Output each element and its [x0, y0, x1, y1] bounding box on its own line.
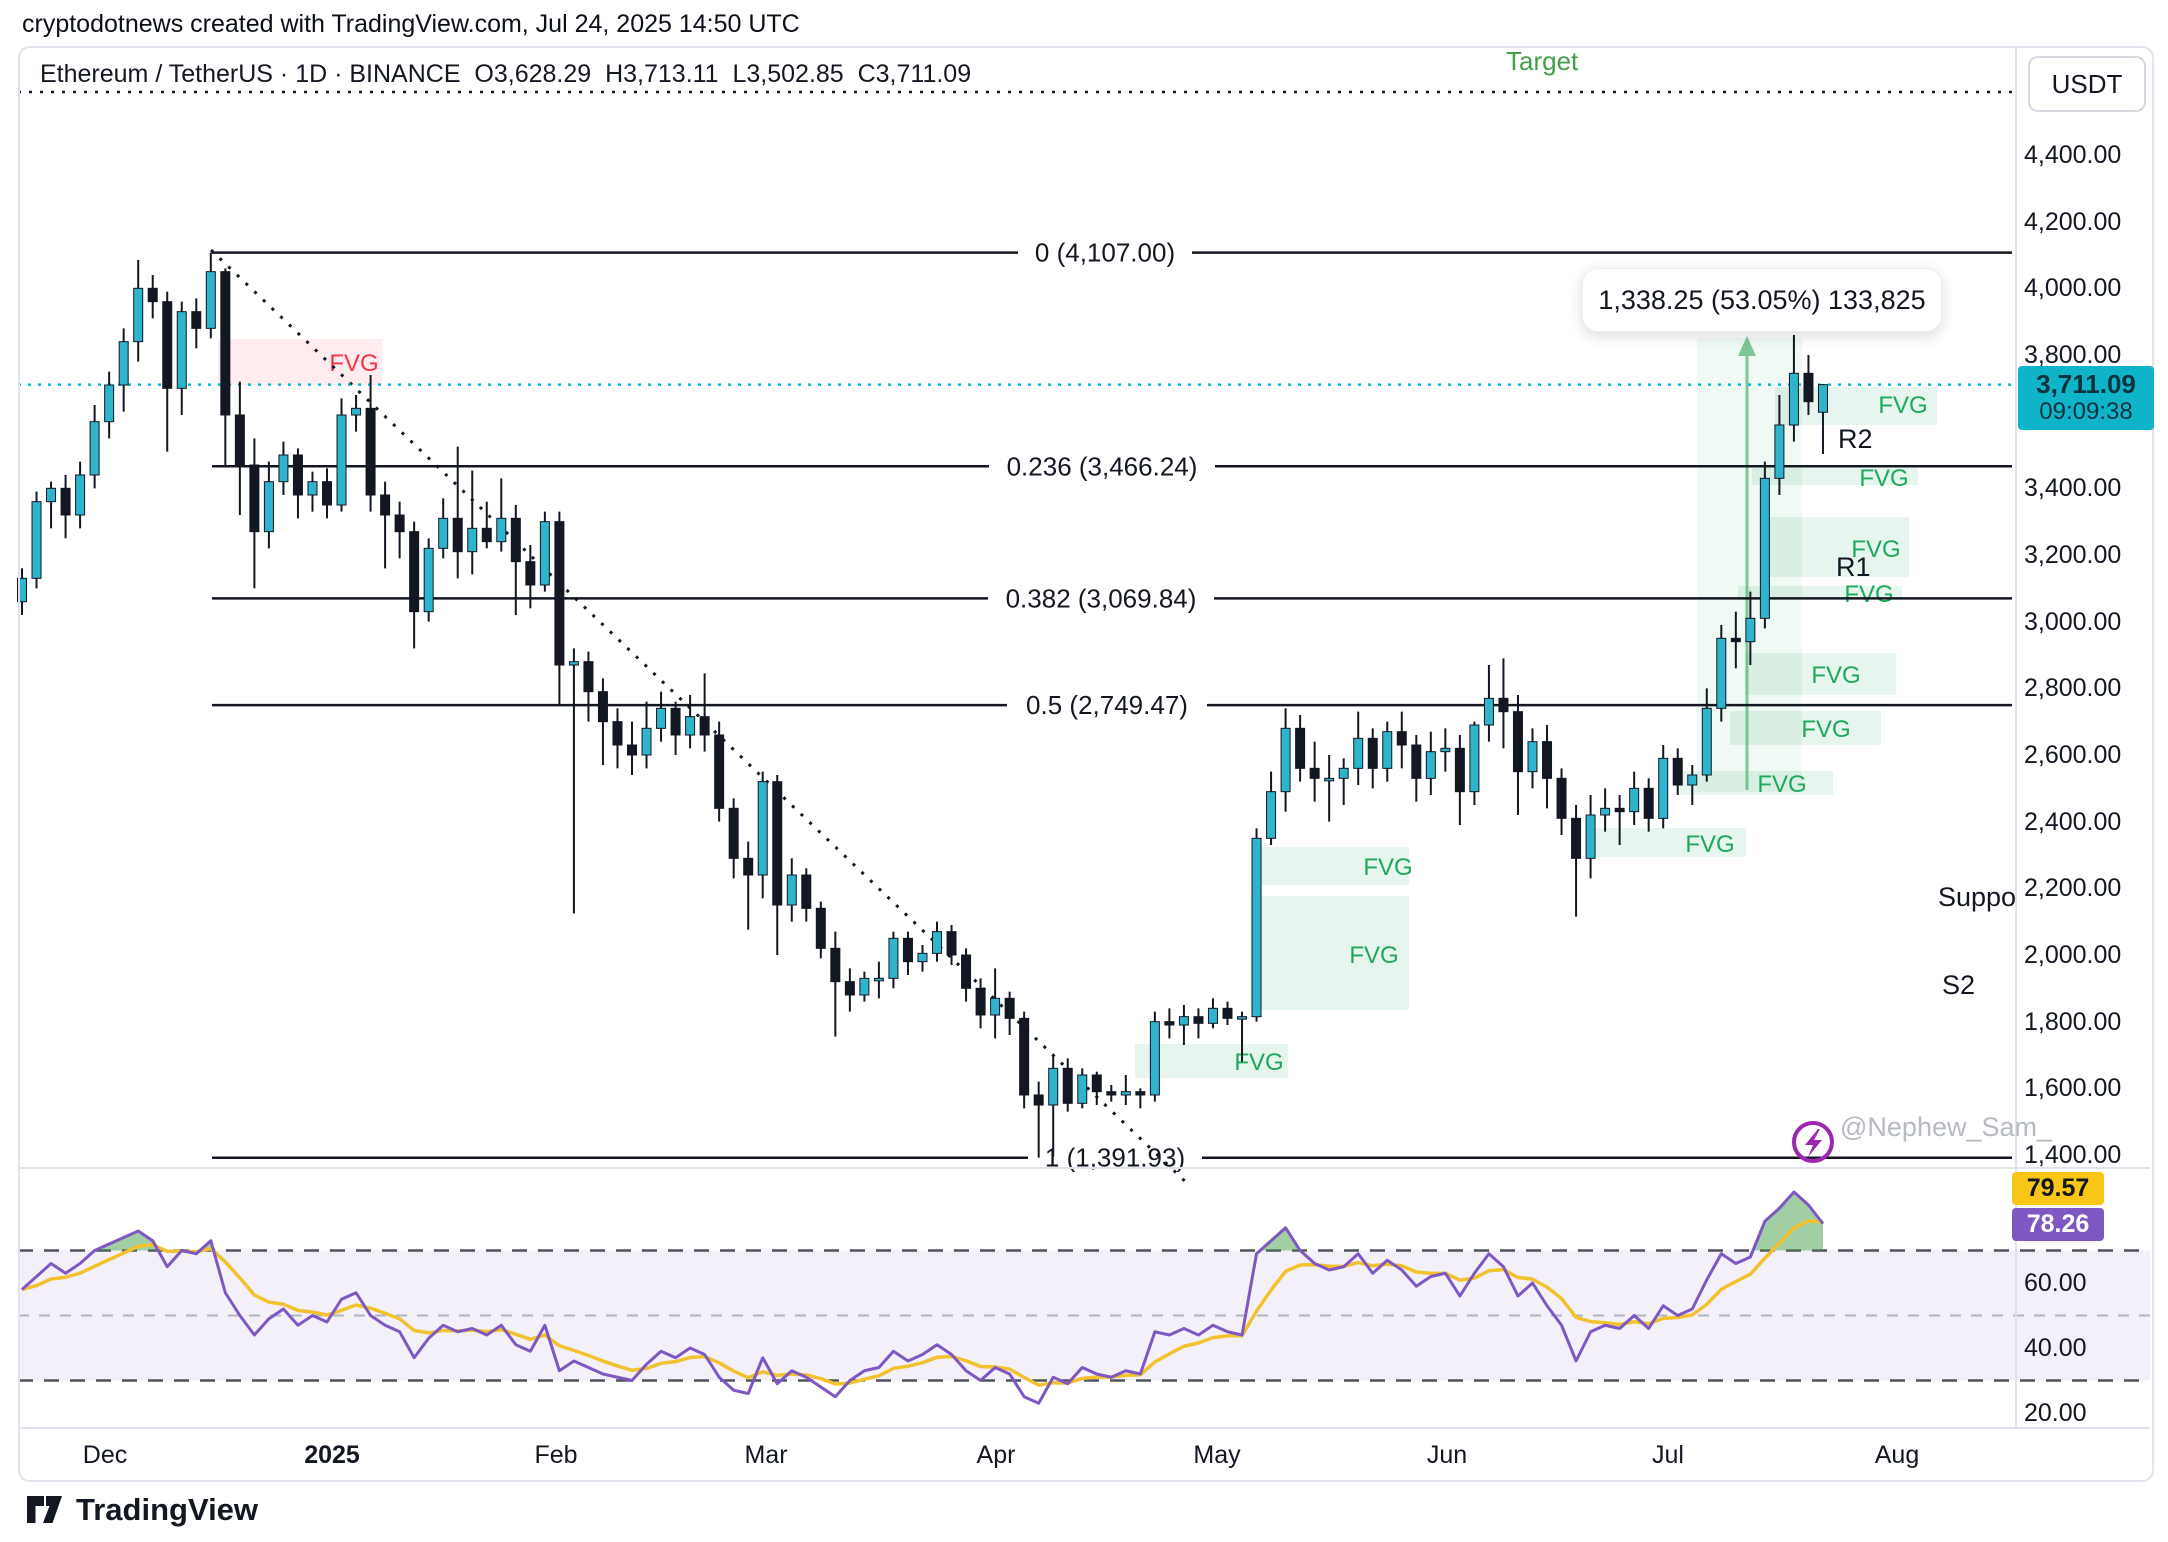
- time-axis-label: Jul: [1652, 1441, 1684, 1469]
- symbol-header: Ethereum / TetherUS · 1D · BINANCE O3,62…: [40, 60, 971, 89]
- fvg-label: FVG: [1757, 771, 1806, 798]
- author-watermark: @Nephew_Sam_: [1840, 1112, 2053, 1142]
- rsi-axis-label: 40.00: [2024, 1334, 2087, 1362]
- price-axis-label: 1,400.00: [2024, 1140, 2122, 1169]
- fvg-zone: [218, 339, 382, 385]
- fib-label: 0.236 (3,466.24): [1007, 451, 1198, 481]
- time-axis-label: May: [1193, 1441, 1241, 1469]
- fvg-zone: [1752, 468, 1918, 485]
- price-axis-label: 2,200.00: [2024, 874, 2122, 903]
- rsi-ma-badge: 79.57: [2012, 1172, 2104, 1205]
- symbol-title: Ethereum / TetherUS · 1D · BINANCE: [40, 60, 461, 88]
- tradingview-brand-text: TradingView: [76, 1492, 259, 1527]
- countdown-timer: 09:09:38: [2039, 398, 2133, 426]
- fvg-label: FVG: [1878, 392, 1927, 419]
- fvg-label: FVG: [1859, 465, 1908, 492]
- current-price-badge: 3,711.09 09:09:38: [2018, 366, 2154, 430]
- price-axis-label: 3,400.00: [2024, 474, 2122, 503]
- currency-button[interactable]: USDT: [2028, 56, 2146, 112]
- rsi-line: [20, 1190, 1825, 1405]
- attribution-header: cryptodotnews created with TradingView.c…: [22, 10, 800, 38]
- fvg-label: FVG: [1844, 581, 1893, 608]
- fib-label: 0 (4,107.00): [1035, 238, 1175, 268]
- price-axis-label: 2,600.00: [2024, 740, 2122, 769]
- price-axis-label: 2,000.00: [2024, 940, 2122, 969]
- time-axis-label: Apr: [976, 1441, 1016, 1469]
- fvg-zone: [1258, 847, 1409, 885]
- resistance-r2-label: R2: [1838, 424, 1873, 454]
- fvg-zone: [1745, 653, 1896, 695]
- time-axis-label: Jun: [1426, 1441, 1468, 1469]
- price-axis-label: 2,800.00: [2024, 674, 2122, 703]
- tradingview-attribution[interactable]: TradingView: [26, 1492, 258, 1528]
- fvg-zone: [1250, 896, 1409, 1010]
- measure-tooltip: 1,338.25 (53.05%) 133,825: [1582, 268, 1942, 332]
- rsi-axis-label: 20.00: [2024, 1399, 2087, 1427]
- price-axis-label: 1,800.00: [2024, 1007, 2122, 1036]
- support-label: Suppo: [1938, 882, 2017, 912]
- price-axis-label: 2,400.00: [2024, 807, 2122, 836]
- time-axis-label: Dec: [82, 1441, 128, 1469]
- fib-label: 0.5 (2,749.47): [1026, 690, 1188, 720]
- lightning-icon: [1792, 1121, 1834, 1163]
- price-axis-label: 3,000.00: [2024, 607, 2122, 636]
- rsi-axis-label: 60.00: [2024, 1269, 2087, 1297]
- time-axis-label: Feb: [534, 1441, 578, 1469]
- fvg-label: FVG: [1349, 942, 1398, 969]
- fvg-zone: [1738, 586, 1902, 599]
- rsi-ma-line: [21, 1219, 1824, 1387]
- fvg-label: FVG: [329, 350, 378, 377]
- current-price: 3,711.09: [2036, 369, 2136, 399]
- support-s2-label: S2: [1942, 970, 1976, 1000]
- price-axis-label: 1,600.00: [2024, 1074, 2122, 1103]
- fvg-label: FVG: [1811, 662, 1860, 689]
- fib-label: 0.382 (3,069.84): [1006, 583, 1197, 613]
- ohlc-values: O3,628.29 H3,713.11 L3,502.85 C3,711.09: [474, 60, 972, 88]
- price-axis-label: 4,000.00: [2024, 274, 2122, 303]
- rsi-value-badge: 78.26: [2012, 1208, 2104, 1241]
- resistance-r1-label: R1: [1836, 552, 1871, 582]
- fvg-label: FVG: [1363, 854, 1412, 881]
- measure-arrow-head: [1738, 336, 1756, 356]
- fvg-zone: [1135, 1044, 1288, 1078]
- price-axis-label: 3,800.00: [2024, 340, 2122, 369]
- price-axis-label: 4,400.00: [2024, 141, 2122, 169]
- rsi-overbought-fill: [1752, 1192, 1823, 1251]
- price-axis-label: 3,200.00: [2024, 540, 2122, 569]
- tradingview-logo-icon: [27, 1496, 62, 1523]
- fvg-zone: [1775, 387, 1937, 425]
- rsi-overbought-fill: [1260, 1227, 1301, 1251]
- time-axis-label: Aug: [1874, 1441, 1920, 1469]
- time-axis-label: 2025: [304, 1441, 360, 1469]
- rsi-band: [18, 1250, 2150, 1381]
- fvg-label: FVG: [1685, 831, 1734, 858]
- fvg-label: FVG: [1851, 536, 1900, 563]
- fvg-zone: [1730, 711, 1881, 745]
- target-label: Target: [1506, 46, 1579, 76]
- price-axis-label: 4,200.00: [2024, 207, 2122, 236]
- fvg-zone: [1762, 517, 1909, 577]
- measure-band: [1697, 338, 1802, 792]
- time-axis-label: Mar: [744, 1441, 788, 1469]
- fvg-label: FVG: [1801, 716, 1850, 743]
